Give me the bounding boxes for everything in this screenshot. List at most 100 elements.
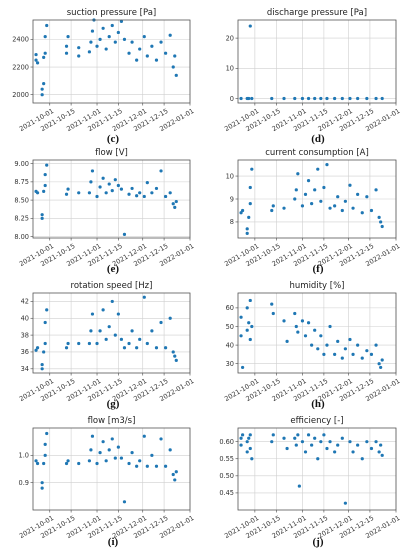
data-point	[285, 446, 289, 451]
panel-caption: (h)	[311, 398, 325, 410]
data-point	[107, 325, 111, 329]
data-point	[154, 346, 159, 350]
data-point	[90, 169, 95, 173]
y-tick-label: 36	[21, 348, 29, 356]
data-point	[300, 319, 305, 323]
data-point	[116, 183, 120, 188]
y-tick-label: 2400	[12, 36, 29, 44]
data-point	[43, 341, 47, 346]
data-point	[40, 481, 44, 485]
y-tick-label: 8	[230, 218, 234, 226]
y-tick-label: 9.00	[14, 160, 29, 168]
data-point	[150, 453, 154, 457]
data-point	[164, 194, 168, 199]
data-point	[322, 352, 326, 356]
data-point	[42, 350, 46, 354]
data-point	[247, 436, 251, 440]
data-point	[271, 311, 275, 316]
data-point	[89, 40, 93, 44]
data-point	[306, 321, 311, 325]
y-tick-label: 8.00	[14, 233, 29, 241]
data-point	[113, 456, 117, 460]
data-point	[95, 44, 99, 48]
data-point	[119, 456, 124, 460]
data-point	[379, 443, 383, 447]
data-point	[343, 501, 347, 505]
data-point	[43, 51, 47, 55]
data-point	[374, 343, 378, 347]
data-point	[107, 182, 111, 186]
data-point	[296, 172, 300, 176]
data-point	[369, 352, 374, 356]
data-point	[95, 341, 99, 346]
data-point	[104, 47, 108, 51]
data-point	[98, 185, 102, 189]
data-point	[34, 459, 38, 463]
data-point	[300, 204, 305, 208]
data-point	[365, 440, 369, 444]
data-point	[101, 440, 105, 444]
data-point	[369, 446, 374, 451]
data-point	[159, 437, 163, 441]
data-point	[150, 329, 154, 333]
data-point	[245, 328, 249, 332]
data-point	[89, 448, 93, 452]
plot-frame	[32, 292, 191, 374]
data-point	[241, 433, 245, 437]
data-point	[90, 434, 95, 438]
panel-caption: (i)	[108, 536, 119, 548]
data-point	[171, 65, 175, 69]
data-point	[40, 362, 44, 367]
data-point	[296, 433, 300, 437]
data-point	[64, 51, 69, 55]
data-point	[250, 96, 254, 101]
data-point	[135, 346, 139, 350]
y-tick-label: 20	[226, 34, 234, 42]
data-point	[328, 440, 332, 444]
data-point	[319, 440, 323, 444]
data-point	[306, 96, 311, 101]
data-point	[110, 299, 114, 304]
data-point	[247, 96, 251, 101]
data-point	[122, 346, 127, 350]
panel-title: suction pressure [Pa]	[67, 8, 156, 18]
data-point	[35, 61, 40, 65]
data-point	[247, 215, 251, 219]
data-point	[150, 191, 154, 195]
data-point	[271, 204, 275, 208]
data-point	[87, 459, 91, 463]
panel-2: discharge pressure [Pa]2021-10-012021-10…	[223, 8, 401, 133]
data-point	[239, 334, 243, 338]
data-point	[340, 436, 344, 440]
data-point	[377, 450, 381, 454]
y-tick-label: 0.9	[19, 479, 30, 487]
data-point	[159, 320, 163, 325]
data-point	[250, 167, 254, 171]
panel-3: flow [V]2021-10-012021-10-152021-11-0120…	[14, 133, 195, 268]
data-point	[348, 337, 352, 342]
y-tick-label: 42	[21, 298, 29, 306]
data-point	[154, 58, 159, 62]
data-point	[282, 319, 286, 323]
data-point	[101, 26, 105, 30]
data-point	[87, 341, 91, 346]
data-point	[333, 352, 337, 356]
data-point	[340, 96, 344, 101]
data-point	[270, 96, 274, 101]
data-point	[377, 215, 381, 219]
data-point	[173, 354, 177, 358]
data-point	[45, 308, 49, 312]
data-point	[66, 35, 70, 39]
data-point	[250, 324, 254, 329]
data-point	[173, 205, 177, 209]
y-tick-label: 38	[21, 331, 29, 339]
data-point	[241, 365, 245, 370]
data-point	[43, 320, 47, 325]
y-tick-label: 8.50	[14, 196, 29, 204]
data-point	[127, 461, 131, 466]
data-point	[322, 433, 326, 437]
y-tick-label: 10	[226, 65, 234, 73]
data-point	[325, 162, 329, 167]
data-point	[89, 180, 93, 184]
data-point	[113, 40, 117, 44]
